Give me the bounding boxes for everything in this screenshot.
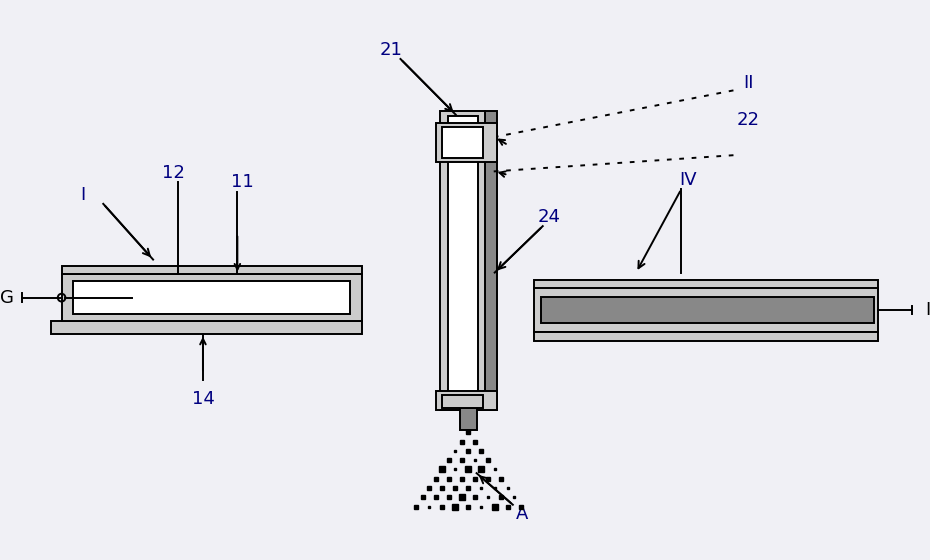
Text: 22: 22 bbox=[737, 111, 760, 129]
Bar bbox=[61, 266, 362, 274]
Bar bbox=[73, 281, 350, 314]
Text: G: G bbox=[0, 288, 14, 307]
Bar bbox=[447, 115, 478, 405]
Text: I: I bbox=[925, 301, 930, 319]
Bar bbox=[440, 111, 485, 410]
Text: II: II bbox=[743, 74, 753, 92]
Bar bbox=[534, 288, 878, 332]
Text: 11: 11 bbox=[231, 174, 253, 192]
Text: 21: 21 bbox=[380, 41, 403, 59]
Bar bbox=[534, 280, 878, 290]
Text: A: A bbox=[516, 505, 528, 523]
Text: 14: 14 bbox=[192, 390, 215, 408]
Bar bbox=[534, 332, 878, 341]
Bar bbox=[436, 123, 497, 162]
Text: 12: 12 bbox=[162, 164, 184, 182]
Bar bbox=[61, 274, 362, 321]
Bar bbox=[442, 127, 483, 158]
Text: 24: 24 bbox=[538, 208, 561, 226]
Text: IV: IV bbox=[679, 171, 697, 189]
Bar bbox=[541, 297, 874, 323]
Text: I: I bbox=[81, 185, 86, 203]
Bar bbox=[485, 111, 497, 410]
Bar bbox=[436, 391, 497, 410]
Bar bbox=[460, 408, 476, 431]
Bar bbox=[442, 395, 483, 408]
Bar bbox=[51, 321, 362, 334]
